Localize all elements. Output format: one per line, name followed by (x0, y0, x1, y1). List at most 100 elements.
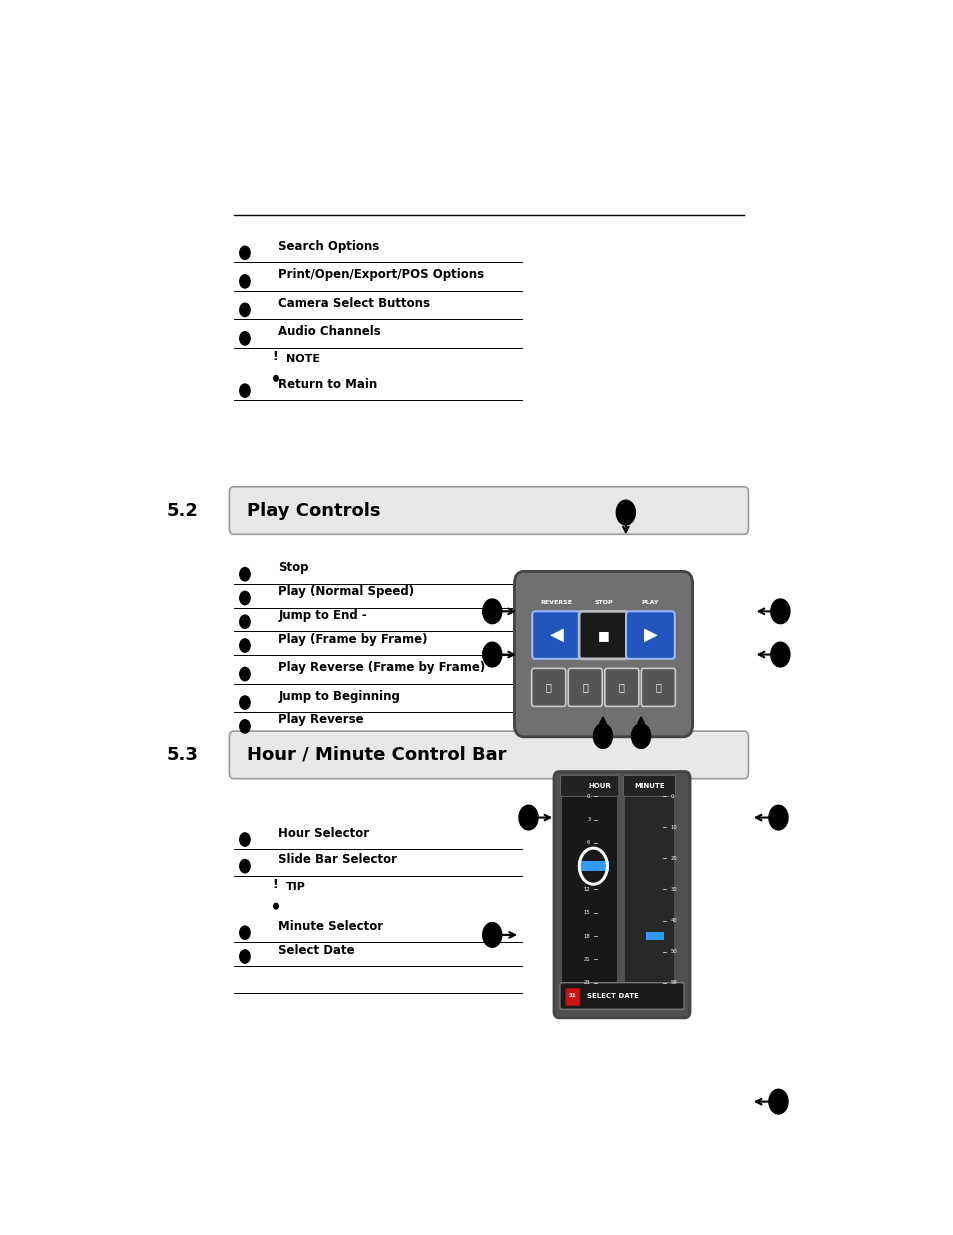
Text: ◀: ◀ (549, 626, 563, 645)
Text: Minute Selector: Minute Selector (278, 920, 383, 932)
FancyBboxPatch shape (578, 611, 627, 658)
Circle shape (239, 332, 250, 345)
Text: NOTE: NOTE (285, 354, 319, 364)
FancyBboxPatch shape (514, 572, 692, 737)
Text: ⏮: ⏮ (545, 683, 551, 693)
Text: 23: 23 (583, 981, 590, 986)
Text: !: ! (272, 878, 277, 890)
Circle shape (239, 697, 250, 709)
Circle shape (239, 246, 250, 259)
FancyBboxPatch shape (554, 772, 689, 1018)
Circle shape (518, 805, 537, 830)
Circle shape (768, 805, 787, 830)
Circle shape (616, 500, 635, 525)
Text: Select Date: Select Date (278, 944, 355, 957)
Circle shape (239, 384, 250, 398)
Text: MINUTE: MINUTE (634, 783, 664, 789)
FancyBboxPatch shape (559, 983, 683, 1009)
Circle shape (482, 599, 501, 624)
Circle shape (482, 923, 501, 947)
Circle shape (239, 615, 250, 629)
Text: Play Reverse: Play Reverse (278, 714, 363, 726)
Text: 6: 6 (586, 840, 590, 846)
FancyBboxPatch shape (625, 611, 674, 658)
Circle shape (631, 724, 650, 748)
Text: Hour / Minute Control Bar: Hour / Minute Control Bar (247, 746, 506, 764)
Text: HOUR: HOUR (588, 783, 611, 789)
FancyBboxPatch shape (568, 668, 601, 706)
Text: 0: 0 (670, 794, 673, 799)
Circle shape (239, 274, 250, 288)
Text: 31: 31 (568, 993, 576, 998)
Circle shape (274, 375, 278, 382)
FancyBboxPatch shape (531, 668, 565, 706)
Circle shape (482, 642, 501, 667)
Text: 59: 59 (670, 981, 677, 986)
FancyBboxPatch shape (229, 487, 748, 535)
Circle shape (593, 724, 612, 748)
Text: Stop: Stop (278, 561, 309, 574)
Text: 9: 9 (586, 863, 590, 868)
Text: ▶: ▶ (643, 626, 657, 645)
Text: 10: 10 (670, 825, 677, 830)
Text: Return to Main: Return to Main (278, 378, 377, 390)
Text: Slide Bar Selector: Slide Bar Selector (278, 853, 396, 866)
Text: Jump to End -: Jump to End - (278, 609, 367, 621)
Text: !: ! (272, 350, 277, 363)
Text: REVERSE: REVERSE (540, 600, 572, 605)
Circle shape (239, 638, 250, 652)
Text: 50: 50 (670, 948, 677, 955)
Text: 12: 12 (583, 887, 590, 892)
Text: 5.2: 5.2 (166, 501, 198, 520)
Text: Jump to Beginning: Jump to Beginning (278, 689, 399, 703)
Text: Play (Normal Speed): Play (Normal Speed) (278, 585, 414, 598)
Text: Audio Channels: Audio Channels (278, 325, 380, 338)
Text: Play (Frame by Frame): Play (Frame by Frame) (278, 632, 427, 646)
Circle shape (239, 568, 250, 580)
FancyBboxPatch shape (532, 611, 580, 658)
Text: Search Options: Search Options (278, 240, 379, 253)
Text: STOP: STOP (594, 600, 612, 605)
FancyBboxPatch shape (623, 776, 675, 797)
Text: 5.3: 5.3 (166, 746, 198, 764)
Text: 21: 21 (583, 957, 590, 962)
Text: TIP: TIP (285, 882, 305, 892)
Text: Play Controls: Play Controls (247, 501, 380, 520)
FancyBboxPatch shape (560, 776, 618, 797)
Circle shape (239, 592, 250, 605)
Text: Camera Select Buttons: Camera Select Buttons (278, 296, 430, 310)
Bar (578, 862, 608, 871)
Text: 0: 0 (586, 794, 590, 799)
FancyBboxPatch shape (229, 731, 748, 779)
Bar (645, 932, 663, 940)
Bar (624, 797, 673, 983)
Circle shape (770, 642, 789, 667)
Text: 40: 40 (670, 918, 677, 923)
FancyBboxPatch shape (604, 668, 639, 706)
Text: ⏭: ⏭ (655, 683, 660, 693)
Text: ⏩: ⏩ (618, 683, 624, 693)
Text: SELECT DATE: SELECT DATE (587, 993, 639, 999)
Text: 18: 18 (583, 934, 590, 939)
Circle shape (239, 926, 250, 940)
Text: Hour Selector: Hour Selector (278, 826, 369, 840)
FancyBboxPatch shape (565, 988, 579, 1005)
Circle shape (239, 950, 250, 963)
Circle shape (239, 720, 250, 734)
FancyBboxPatch shape (640, 668, 675, 706)
Circle shape (239, 667, 250, 680)
Circle shape (239, 860, 250, 873)
Text: 15: 15 (583, 910, 590, 915)
Text: PLAY: PLAY (641, 600, 659, 605)
Circle shape (274, 903, 278, 909)
Text: ■: ■ (597, 629, 609, 642)
Circle shape (239, 304, 250, 316)
Text: 30: 30 (670, 887, 677, 892)
Circle shape (768, 1089, 787, 1114)
Circle shape (770, 599, 789, 624)
Text: ⏪: ⏪ (581, 683, 588, 693)
Text: 20: 20 (670, 856, 677, 861)
Text: Play Reverse (Frame by Frame): Play Reverse (Frame by Frame) (278, 661, 485, 674)
Bar (561, 797, 617, 983)
Text: Print/Open/Export/POS Options: Print/Open/Export/POS Options (278, 268, 484, 282)
